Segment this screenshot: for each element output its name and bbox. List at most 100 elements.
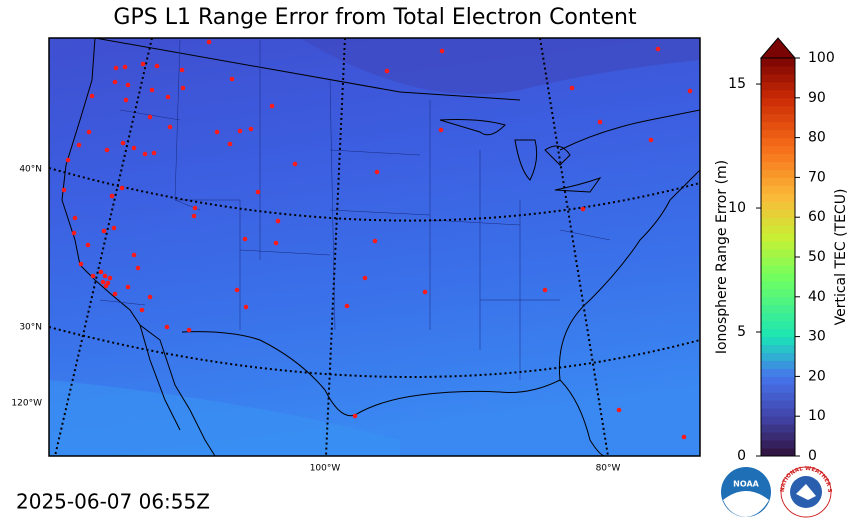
station bbox=[65, 157, 71, 163]
colorbar-band bbox=[761, 137, 795, 147]
colorbar-band bbox=[761, 360, 795, 369]
station bbox=[362, 275, 368, 281]
colorbar-band bbox=[761, 249, 795, 258]
station bbox=[569, 85, 575, 91]
station bbox=[89, 93, 95, 99]
colorbar-band bbox=[761, 304, 795, 314]
colorbar-band bbox=[761, 272, 795, 282]
station bbox=[186, 327, 192, 333]
colorbar-band bbox=[761, 73, 795, 83]
station bbox=[292, 161, 298, 167]
colorbar-band bbox=[761, 58, 795, 67]
station bbox=[154, 63, 160, 69]
station bbox=[234, 287, 240, 293]
station bbox=[147, 294, 153, 300]
colorbar-band bbox=[761, 448, 795, 457]
tec-tick-label: 20 bbox=[808, 368, 826, 384]
station bbox=[179, 67, 185, 73]
station bbox=[120, 140, 126, 146]
colorbar-band bbox=[761, 113, 795, 123]
lon-label: 120°W bbox=[11, 399, 42, 409]
colorbar-band bbox=[761, 296, 795, 306]
station bbox=[206, 39, 212, 45]
station bbox=[112, 291, 118, 297]
station bbox=[214, 129, 220, 135]
tec-tick-label: 100 bbox=[808, 50, 835, 66]
station bbox=[275, 218, 281, 224]
station bbox=[648, 137, 654, 143]
range-error-label: Ionosphere Range Error (m) bbox=[714, 160, 730, 354]
station bbox=[384, 68, 390, 74]
station bbox=[655, 46, 661, 52]
colorbar-band bbox=[761, 161, 795, 170]
station bbox=[122, 64, 128, 70]
station bbox=[147, 114, 153, 120]
station bbox=[107, 275, 113, 281]
station bbox=[90, 273, 96, 279]
station bbox=[191, 213, 197, 219]
colorbar-band bbox=[761, 105, 795, 115]
colorbar-band bbox=[761, 97, 795, 107]
tec-tick-label: 50 bbox=[808, 249, 826, 265]
contour bbox=[49, 380, 400, 456]
colorbar-band bbox=[761, 352, 795, 361]
station bbox=[125, 82, 131, 88]
colorbar-band bbox=[761, 193, 795, 202]
lat-label: 40°N bbox=[19, 165, 42, 175]
colorbar-band bbox=[761, 384, 795, 393]
station bbox=[372, 238, 378, 244]
colorbar-band bbox=[761, 312, 795, 322]
station bbox=[167, 124, 173, 130]
colorbar-band bbox=[761, 376, 795, 385]
tec-tick-label: 70 bbox=[808, 169, 826, 185]
range-error-tick-label: 15 bbox=[728, 76, 746, 92]
station bbox=[180, 85, 186, 91]
colorbar-band bbox=[761, 424, 795, 433]
station bbox=[98, 269, 104, 275]
colorbar-band bbox=[761, 81, 795, 91]
station bbox=[85, 242, 91, 248]
station bbox=[542, 287, 548, 293]
colorbar-band bbox=[761, 209, 795, 218]
tec-tick-label: 60 bbox=[808, 209, 826, 225]
station bbox=[273, 240, 279, 246]
station bbox=[86, 129, 92, 135]
station bbox=[71, 230, 77, 236]
colorbar-band bbox=[761, 408, 795, 417]
station bbox=[439, 48, 445, 54]
map bbox=[49, 38, 700, 456]
colorbar-band bbox=[761, 217, 795, 226]
title: GPS L1 Range Error from Total Electron C… bbox=[113, 5, 637, 30]
station bbox=[78, 261, 84, 267]
station bbox=[681, 434, 687, 440]
station bbox=[135, 265, 141, 271]
station bbox=[580, 206, 586, 212]
station bbox=[255, 189, 261, 195]
colorbar: 0 10 20 30 40 50 60 70 80 90 100 0 5 10 15 bbox=[728, 37, 835, 464]
colorbar-band bbox=[761, 169, 795, 178]
colorbar-band bbox=[761, 257, 795, 266]
station bbox=[76, 142, 82, 148]
station bbox=[103, 283, 109, 289]
station bbox=[149, 87, 155, 93]
lon-label: 100°W bbox=[310, 464, 341, 474]
colorbar-band bbox=[761, 201, 795, 210]
station bbox=[248, 126, 254, 132]
station bbox=[100, 279, 106, 285]
station bbox=[104, 147, 110, 153]
tec-label: Vertical TEC (TECU) bbox=[833, 189, 849, 326]
colorbar-band bbox=[761, 233, 795, 242]
colorbar-band bbox=[761, 368, 795, 377]
station bbox=[344, 303, 350, 309]
colorbar-extend bbox=[759, 37, 797, 59]
station bbox=[227, 141, 233, 147]
tec-tick-label: 90 bbox=[808, 90, 826, 106]
station bbox=[269, 103, 275, 109]
meridian bbox=[539, 38, 609, 456]
colorbar-band bbox=[761, 145, 795, 155]
station bbox=[192, 205, 198, 211]
colorbar-band bbox=[761, 177, 795, 186]
tec-tick-label: 80 bbox=[808, 130, 826, 146]
tec-field bbox=[49, 38, 700, 456]
station bbox=[119, 185, 125, 191]
